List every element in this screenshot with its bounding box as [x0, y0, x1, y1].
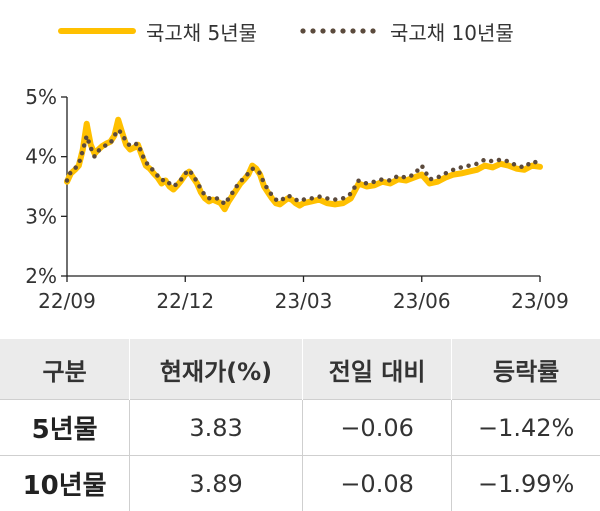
row-label-10yr: 10년물 — [0, 456, 130, 511]
cell-price-10yr: 3.89 — [130, 456, 303, 511]
table-row: 5년물 3.83 −0.06 −1.42% — [0, 400, 600, 456]
chart-legend: 국고채 5년물 국고채 10년물 — [58, 14, 578, 48]
cell-rate-10yr: −1.99% — [452, 456, 600, 511]
x-tick-label: 23/03 — [275, 289, 333, 313]
x-tick-label: 23/06 — [393, 289, 451, 313]
header-category: 구분 — [0, 339, 130, 400]
yield-summary-table: 구분 현재가(%) 전일 대비 등락률 5년물 3.83 −0.06 −1.42… — [0, 339, 600, 511]
y-tick-label: 5% — [25, 85, 57, 109]
y-tick-label: 3% — [25, 204, 57, 228]
cell-rate-5yr: −1.42% — [452, 400, 600, 456]
cell-change-5yr: −0.06 — [302, 400, 451, 456]
table-header-row: 구분 현재가(%) 전일 대비 등락률 — [0, 339, 600, 400]
header-current-price: 현재가(%) — [130, 339, 303, 400]
y-tick-label: 4% — [25, 145, 57, 169]
legend-solid-line-swatch — [58, 28, 136, 34]
legend-dotted-line-swatch — [298, 28, 378, 34]
y-tick-label: 2% — [25, 264, 57, 288]
header-change-rate: 등락률 — [452, 339, 600, 400]
legend-label-5yr: 국고채 5년물 — [146, 17, 257, 46]
series-line-10yr — [67, 130, 540, 205]
legend-item-10yr: 국고채 10년물 — [298, 14, 514, 48]
legend-label-10yr: 국고채 10년물 — [390, 17, 514, 46]
x-tick-label: 22/09 — [38, 289, 96, 313]
chart-series-layer — [67, 120, 540, 210]
table-row: 10년물 3.89 −0.08 −1.99% — [0, 456, 600, 511]
yield-line-chart: 2% 3% 4% 5% 22/09 22/12 23/03 23/06 23/09 — [0, 60, 600, 330]
x-tick-label: 22/12 — [156, 289, 214, 313]
cell-price-5yr: 3.83 — [130, 400, 303, 456]
cell-change-10yr: −0.08 — [302, 456, 451, 511]
legend-item-5yr: 국고채 5년물 — [58, 14, 257, 48]
row-label-5yr: 5년물 — [0, 400, 130, 456]
x-tick-label: 23/09 — [511, 289, 569, 313]
header-daily-change: 전일 대비 — [302, 339, 451, 400]
